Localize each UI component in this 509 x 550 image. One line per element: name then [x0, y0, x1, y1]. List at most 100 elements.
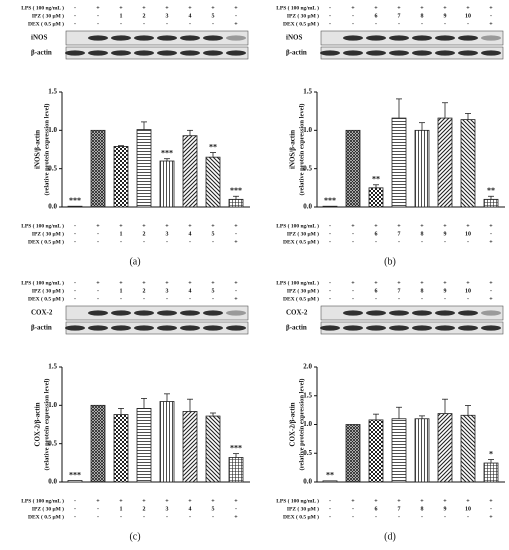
blot-band [203, 325, 223, 331]
condition-value: + [234, 280, 238, 286]
error-bar [488, 195, 494, 200]
y-tick-label: 1.5 [48, 363, 57, 371]
blot-band [412, 50, 432, 56]
y-tick-label: 1.0 [303, 420, 312, 428]
blot-band [65, 50, 85, 56]
condition-value: - [329, 5, 331, 11]
bar [182, 411, 198, 483]
panel-label: (b) [384, 256, 396, 267]
condition-value: + [489, 498, 493, 504]
condition-value: - [329, 288, 331, 294]
condition-value: + [351, 280, 355, 286]
condition-value: 10 [465, 13, 471, 19]
blot-band [389, 35, 409, 41]
condition-value: - [97, 506, 99, 512]
blot-band [180, 310, 200, 316]
condition-value: 4 [189, 231, 192, 237]
error-bar [141, 121, 147, 130]
condition-value: 6 [375, 288, 378, 294]
condition-value: + [234, 223, 238, 229]
blot-band [180, 325, 200, 331]
blot-band [458, 325, 478, 331]
bar [67, 480, 83, 483]
blot-band [157, 35, 177, 41]
condition-label: DEX ( 0.5 μM ) [283, 238, 319, 245]
condition-value: - [74, 288, 76, 294]
condition-value: - [74, 223, 76, 229]
condition-value: + [142, 223, 146, 229]
condition-value: + [420, 280, 424, 286]
condition-value: + [119, 5, 123, 11]
condition-value: + [397, 280, 401, 286]
blot-band [88, 310, 108, 316]
blot-band [481, 50, 501, 56]
blot-band [157, 325, 177, 331]
condition-value: - [352, 514, 354, 520]
panel: LPS ( 100 ng/mL ) - + + + + + + + IPZ ( 30 μM ) - -… [21, 4, 250, 267]
condition-value: - [97, 21, 99, 27]
y-tick-label: 2.0 [303, 363, 312, 371]
bar [368, 419, 384, 483]
condition-value: 9 [444, 506, 447, 512]
blot-label: iNOS [31, 34, 47, 42]
condition-value: 1 [120, 13, 123, 19]
condition-value: 5 [212, 506, 215, 512]
condition-value: + [420, 498, 424, 504]
condition-value: - [74, 13, 76, 19]
condition-label: IPZ ( 30 μM ) [32, 12, 64, 19]
blot-label: β-actin [286, 49, 307, 57]
blot-band [157, 310, 177, 316]
y-axis-title: COX-2/β-actin [289, 402, 297, 446]
condition-label: DEX ( 0.5 μM ) [28, 513, 64, 520]
blot-band [389, 310, 409, 316]
blot-band [134, 50, 154, 56]
condition-value: + [489, 296, 493, 302]
condition-value: + [165, 280, 169, 286]
condition-value: + [188, 5, 192, 11]
significance: *** [230, 186, 242, 195]
significance: ** [326, 471, 334, 480]
condition-value: - [352, 239, 354, 245]
condition-value: - [398, 296, 400, 302]
panel: LPS ( 100 ng/mL ) - + + + + + + + IPZ ( 30 μM ) - -… [21, 279, 250, 542]
condition-value: - [97, 514, 99, 520]
condition-value: - [212, 239, 214, 245]
condition-label: LPS ( 100 ng/mL ) [21, 4, 64, 11]
condition-value: 5 [212, 231, 215, 237]
condition-label: IPZ ( 30 μM ) [287, 230, 319, 237]
condition-value: 3 [166, 288, 169, 294]
error-bar [465, 405, 471, 416]
blot-band [111, 35, 131, 41]
y-tick-label: 0.5 [48, 164, 57, 172]
condition-value: - [235, 231, 237, 237]
condition-value: + [211, 5, 215, 11]
condition-value: - [490, 506, 492, 512]
error-bar [118, 145, 124, 147]
blot-band [458, 35, 478, 41]
y-tick-label: 1.5 [303, 391, 312, 399]
y-tick-label: 0.0 [303, 478, 312, 486]
condition-value: - [74, 280, 76, 286]
condition-label: LPS ( 100 ng/mL ) [276, 279, 319, 286]
error-bar [373, 413, 379, 420]
blot-band [366, 310, 386, 316]
condition-value: 7 [398, 231, 401, 237]
bar [322, 205, 338, 208]
condition-value: - [444, 21, 446, 27]
condition-value: 10 [465, 506, 471, 512]
error-bar [164, 158, 170, 161]
error-bar [396, 406, 402, 419]
condition-value: - [329, 514, 331, 520]
bar [205, 415, 221, 483]
condition-value: - [444, 239, 446, 245]
condition-value: - [329, 296, 331, 302]
condition-value: + [489, 223, 493, 229]
condition-value: 3 [166, 506, 169, 512]
bar [345, 129, 361, 208]
condition-value: 7 [398, 506, 401, 512]
blot-band [226, 310, 246, 316]
y-axis-subtitle: (relative protein expression level) [43, 104, 50, 196]
blot-band [320, 325, 340, 331]
condition-value: - [120, 21, 122, 27]
